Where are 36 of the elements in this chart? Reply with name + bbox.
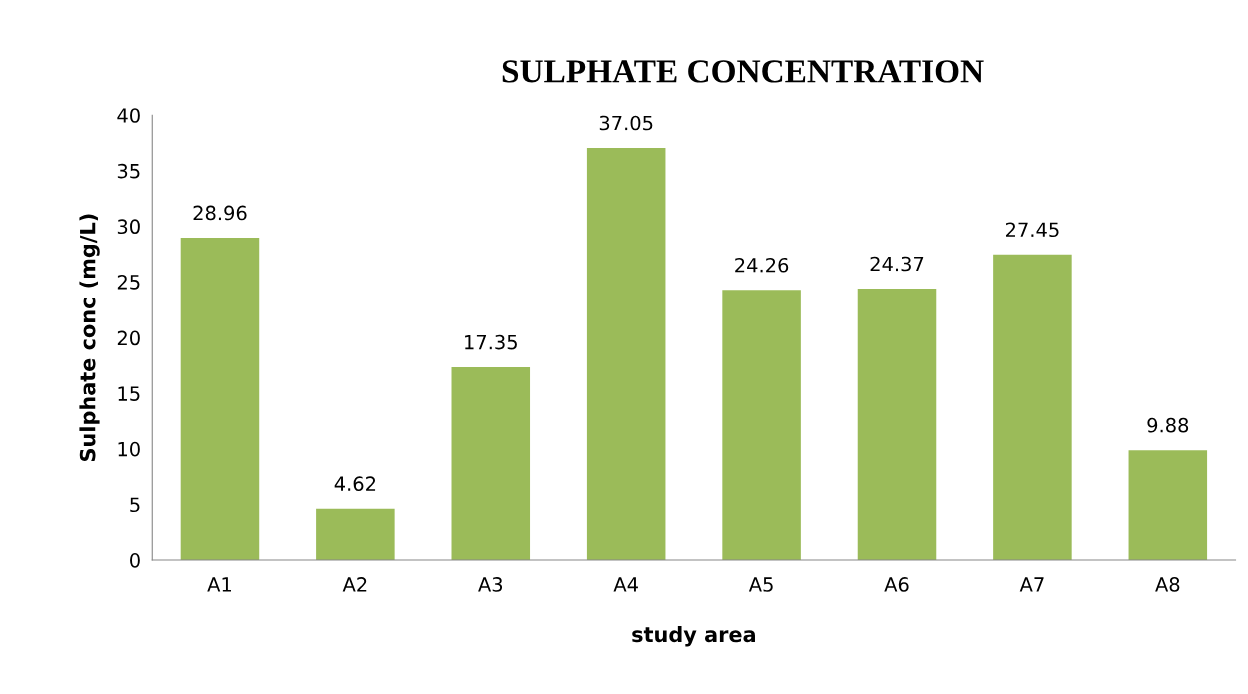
- data-label: 9.88: [1147, 417, 1189, 433]
- data-label: 24.37: [870, 256, 924, 272]
- y-tick-label: 10: [118, 441, 140, 457]
- bar: [316, 508, 395, 561]
- bar: [180, 237, 260, 561]
- y-axis-title: Sulphate conc (mg/L): [79, 214, 100, 462]
- data-label: 24.26: [735, 257, 789, 273]
- x-tick-label: A8: [1155, 577, 1180, 592]
- bar: [451, 367, 531, 561]
- bar: [586, 148, 666, 561]
- data-label: 37.05: [599, 115, 653, 131]
- x-tick-label: A6: [884, 577, 909, 592]
- x-tick-label: A7: [1019, 577, 1044, 592]
- x-tick-label: A5: [748, 577, 773, 592]
- y-tick-label: 30: [117, 219, 140, 235]
- bar: [1128, 450, 1208, 561]
- bar: [993, 254, 1072, 561]
- y-tick-label: 35: [117, 163, 140, 179]
- y-tick-label: 15: [118, 386, 140, 401]
- bar: [857, 289, 937, 561]
- y-tick-label: 5: [130, 497, 140, 513]
- y-tick-label: 20: [117, 330, 140, 346]
- data-label: 4.62: [334, 476, 376, 492]
- data-label: 17.35: [465, 334, 517, 350]
- data-label: 28.96: [193, 205, 247, 221]
- x-tick-label: A3: [478, 577, 503, 592]
- bar: [722, 290, 801, 561]
- x-tick-label: A4: [613, 577, 638, 592]
- chart-title: SULPHATE CONCENTRATION: [502, 60, 984, 83]
- x-tick-label: A1: [207, 577, 231, 592]
- y-tick-label: 0: [130, 553, 140, 568]
- x-tick-label: A2: [342, 577, 367, 592]
- y-tick-label: 25: [117, 274, 140, 290]
- x-axis-title: study area: [632, 626, 755, 647]
- y-tick-label: 40: [117, 108, 140, 123]
- data-label: 27.45: [1006, 222, 1059, 238]
